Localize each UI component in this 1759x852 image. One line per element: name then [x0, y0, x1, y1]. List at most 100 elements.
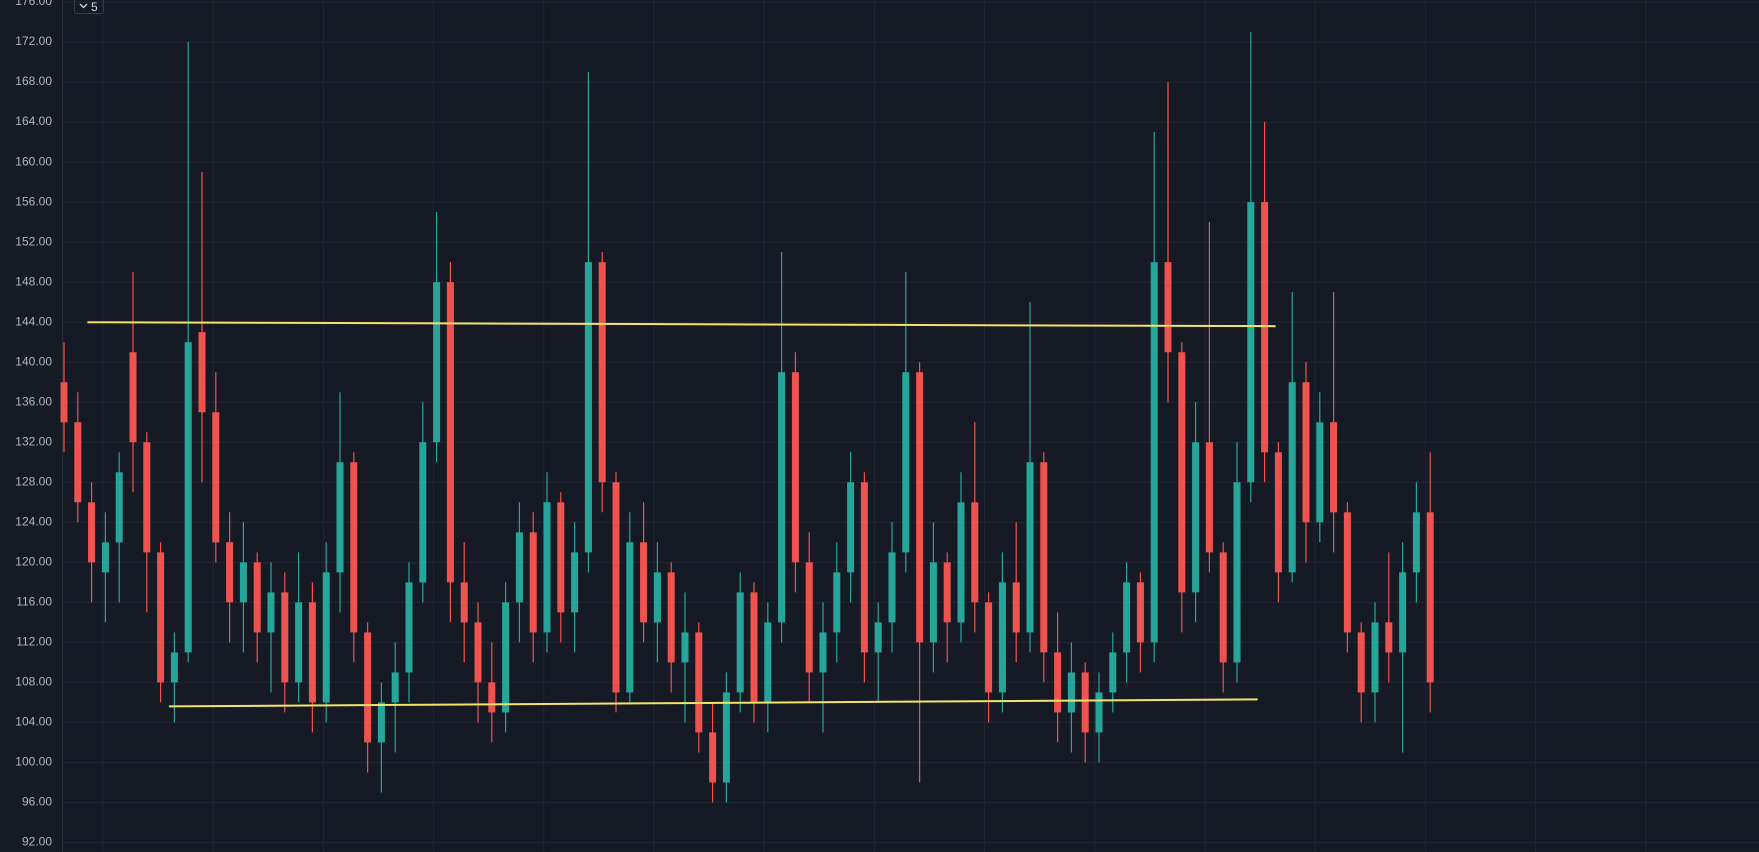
candle-body [874, 622, 882, 653]
y-tick-label: 96.00 [22, 795, 52, 809]
candle-body [143, 442, 151, 553]
candle-body [529, 532, 537, 633]
trendline [168, 698, 1258, 708]
y-tick-label: 136.00 [15, 394, 52, 408]
y-tick-label: 128.00 [15, 474, 52, 488]
candle-body [1371, 622, 1379, 693]
candle-body [433, 282, 441, 443]
candle-body [1247, 202, 1255, 483]
candle-body [805, 562, 813, 673]
candle-body [115, 472, 123, 543]
y-tick-label: 92.00 [22, 835, 52, 849]
candle-body [1219, 552, 1227, 663]
candle-body [750, 592, 758, 703]
candle-body [681, 632, 689, 663]
candle-body [571, 552, 579, 613]
candle-body [695, 632, 703, 733]
y-tick-label: 168.00 [15, 74, 52, 88]
candle-body [1399, 572, 1407, 653]
candle-body [1205, 442, 1213, 553]
candle-body [916, 372, 924, 643]
candle-body [502, 602, 510, 713]
candle-body [888, 552, 896, 623]
candle-body [998, 582, 1006, 693]
candle-body [1095, 692, 1103, 733]
y-tick-label: 100.00 [15, 755, 52, 769]
candle-body [1274, 452, 1282, 573]
y-tick-label: 176.00 [15, 0, 52, 8]
candle-body [626, 542, 634, 693]
candle-body [488, 682, 496, 713]
candle-body [157, 552, 165, 683]
candle-body [1081, 672, 1089, 733]
candle-body [1330, 422, 1338, 513]
y-tick-label: 148.00 [15, 274, 52, 288]
candle-body [1192, 442, 1200, 593]
candle-body [557, 502, 565, 613]
candle-body [653, 572, 661, 623]
y-tick-label: 172.00 [15, 34, 52, 48]
y-tick-label: 132.00 [15, 434, 52, 448]
candle-body [1233, 482, 1241, 663]
candle-body [1412, 512, 1420, 573]
candle-body [902, 372, 910, 553]
candle-body [929, 562, 937, 643]
candle-body [1026, 462, 1034, 633]
candle-body [350, 462, 358, 633]
candle-body [74, 422, 82, 503]
y-tick-label: 120.00 [15, 555, 52, 569]
candle-body [1261, 202, 1269, 453]
candle-body [60, 382, 68, 423]
candle-body [1343, 512, 1351, 633]
candle-body [791, 372, 799, 563]
candle-body [1012, 582, 1020, 633]
candle-body [322, 572, 330, 703]
y-tick-label: 144.00 [15, 314, 52, 328]
y-tick-label: 140.00 [15, 354, 52, 368]
y-tick-label: 160.00 [15, 154, 52, 168]
candle-body [847, 482, 855, 573]
candle-body [1357, 632, 1365, 693]
candle-body [1136, 582, 1144, 643]
candle-body [709, 732, 717, 783]
candle-body [722, 692, 730, 783]
y-tick-label: 156.00 [15, 194, 52, 208]
interval-label: 5 [91, 0, 98, 14]
candle-body [1109, 652, 1117, 693]
candle-body [281, 592, 289, 683]
candle-body [391, 672, 399, 703]
y-tick-label: 164.00 [15, 114, 52, 128]
candle-body [460, 582, 468, 623]
candle-body [1040, 462, 1048, 653]
interval-selector[interactable]: 5 [74, 0, 104, 14]
candle-body [985, 602, 993, 693]
y-tick-label: 124.00 [15, 514, 52, 528]
candle-body [239, 562, 247, 603]
y-tick-label: 104.00 [15, 715, 52, 729]
candle-body [1150, 262, 1158, 643]
candle-body [129, 352, 137, 443]
candle-body [667, 572, 675, 663]
candle-body [1067, 672, 1075, 713]
candle-body [640, 542, 648, 623]
y-tick-label: 152.00 [15, 234, 52, 248]
candle-body [170, 652, 178, 683]
candle-body [419, 442, 427, 583]
candle-body [1178, 352, 1186, 593]
candle-body [88, 502, 96, 563]
candle-body [198, 332, 206, 413]
candle-body [101, 542, 109, 573]
y-tick-label: 112.00 [16, 635, 52, 649]
trendline [87, 321, 1276, 328]
candle-body [1164, 262, 1172, 353]
candle-body [1054, 652, 1062, 713]
candle-body [474, 622, 482, 683]
candle-body [336, 462, 344, 573]
candle-body [819, 632, 827, 673]
candle-body [1123, 582, 1131, 653]
y-tick-label: 108.00 [15, 675, 52, 689]
candle-body [308, 602, 316, 703]
candle-body [957, 502, 965, 623]
candle-body [860, 482, 868, 653]
